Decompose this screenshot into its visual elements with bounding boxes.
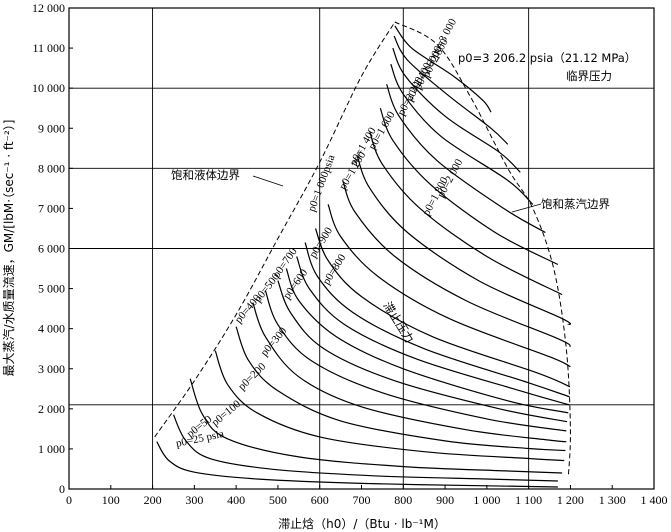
y-tick-label: 9 000 xyxy=(38,121,65,135)
y-tick-label: 0 xyxy=(59,482,65,496)
pressure-curve-2600 xyxy=(392,47,521,173)
pressure-curve-3000 xyxy=(394,25,492,113)
critical-pressure-label-2: 临界压力 xyxy=(566,69,612,83)
pressure-curve-900 xyxy=(304,242,570,398)
x-tick-label: 900 xyxy=(436,493,454,507)
x-tick-label: 1 200 xyxy=(557,493,584,507)
curve-labels: p0=25 psiap0=50p0=100p0=200p0=300p0=400p… xyxy=(175,16,466,449)
y-tick-label: 4 000 xyxy=(38,322,65,336)
x-tick-label: 1 100 xyxy=(515,493,542,507)
x-tick-label: 500 xyxy=(269,493,287,507)
x-tick-label: 600 xyxy=(311,493,329,507)
critical-pressure-label: p0=3 206.2 psia（21.12 MPa） xyxy=(458,51,636,65)
pressure-curve-25 xyxy=(156,441,558,488)
pressure-curve-1000 xyxy=(314,228,571,388)
pressure-curve-800 xyxy=(296,256,570,406)
y-axis-title: 最大蒸汽/水质量流速，GM/[lbM·（sec⁻¹ · ft⁻²）] xyxy=(1,120,16,377)
curve-label: p0=300 xyxy=(259,325,290,359)
pressure-curve-600 xyxy=(277,280,568,423)
pressure-curve-2200 xyxy=(386,83,546,234)
y-tick-label: 6 000 xyxy=(38,242,65,256)
pressure-curve-300 xyxy=(235,326,566,452)
curve-label: p0=900 xyxy=(307,225,335,260)
y-tick-label: 12 000 xyxy=(32,1,65,15)
x-axis-ticks: 0 100 200 300 400 500 600 700 800 900 1 000 1 100 1 … xyxy=(66,485,668,507)
saturated-liquid-boundary-label: 饱和液体边界 xyxy=(171,168,240,182)
x-tick-label: 700 xyxy=(353,493,371,507)
pressure-curve-500 xyxy=(264,290,567,432)
x-tick-label: 200 xyxy=(144,493,162,507)
pressure-curve-50 xyxy=(172,414,558,482)
x-tick-label: 100 xyxy=(102,493,120,507)
pressure-curve-1600 xyxy=(356,156,572,326)
x-tick-label: 1 000 xyxy=(473,493,500,507)
saturated-liquid-leader xyxy=(252,175,284,187)
x-tick-label: 1 300 xyxy=(599,493,626,507)
pressure-curve-100 xyxy=(189,378,563,474)
y-tick-label: 10 000 xyxy=(32,81,65,95)
saturation-boundaries xyxy=(154,21,571,478)
pressure-curve-2000 xyxy=(379,107,559,266)
pressure-curve-1400 xyxy=(342,180,571,348)
y-tick-label: 1 000 xyxy=(38,442,65,456)
saturated-liquid-boundary xyxy=(154,21,396,438)
y-tick-label: 2 000 xyxy=(38,402,65,416)
y-tick-label: 5 000 xyxy=(38,282,65,296)
pressure-curve-200 xyxy=(214,350,565,462)
y-axis-ticks: 0 1 000 2 000 3 000 4 000 5 000 6 000 7 000 8 00… xyxy=(32,1,73,496)
y-tick-label: 7 000 xyxy=(38,201,65,215)
curve-label: p0=100 xyxy=(210,398,244,429)
pressure-curve-2400 xyxy=(390,63,534,205)
pressure-curve-2800 xyxy=(393,35,509,145)
saturated-vapor-boundary-label: 饱和蒸汽边界 xyxy=(541,197,610,211)
x-tick-label: 300 xyxy=(185,493,203,507)
pressure-curves xyxy=(156,25,572,488)
pressure-curve-700 xyxy=(285,268,569,414)
pressure-curve-1800 xyxy=(369,132,563,296)
y-tick-label: 3 000 xyxy=(38,362,65,376)
curve-label: p0=1 000psia xyxy=(306,153,338,213)
x-tick-label: 400 xyxy=(227,493,245,507)
x-axis-title: 滞止焓（h0）/（Btu · lb⁻¹M） xyxy=(278,516,446,531)
x-tick-label: 1 400 xyxy=(641,493,668,507)
y-tick-label: 8 000 xyxy=(38,161,65,175)
saturated-vapor-leader xyxy=(511,203,542,213)
pressure-curve-400 xyxy=(252,302,567,443)
x-tick-label: 0 xyxy=(66,493,72,507)
x-tick-label: 800 xyxy=(394,493,412,507)
y-tick-label: 11 000 xyxy=(32,41,65,55)
pressure-curve-1200 xyxy=(327,204,571,368)
stagnation-pressure-label: 滞止压力 xyxy=(380,299,416,345)
